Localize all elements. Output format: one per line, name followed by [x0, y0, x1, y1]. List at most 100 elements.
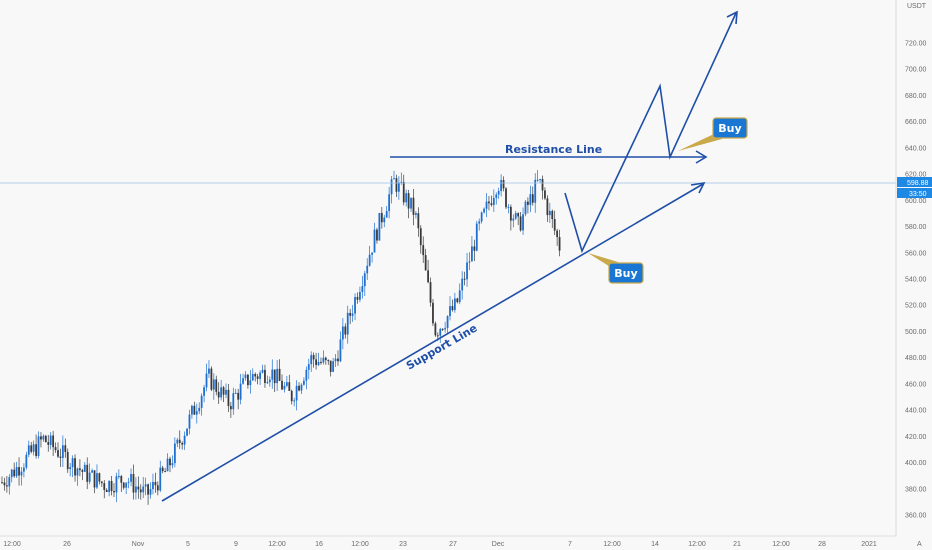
candle	[293, 397, 296, 407]
candle	[1, 476, 3, 484]
candle	[125, 482, 128, 495]
candle	[161, 465, 164, 474]
x-tick-label: 12:00	[268, 541, 286, 548]
candle	[410, 197, 412, 212]
x-tick-label: 23	[399, 541, 407, 548]
candle	[354, 293, 356, 321]
candle	[249, 370, 252, 394]
candle	[536, 170, 539, 182]
x-tick-label: 27	[449, 541, 457, 548]
time-axis[interactable]: 12:00 26 Nov 5 9 12:00 16 12:00 23 27 Dec 7 12:00 14 1…	[0, 535, 932, 550]
x-tick-label: 16	[315, 541, 323, 548]
candle	[52, 430, 55, 456]
candle	[91, 468, 93, 473]
candle	[154, 472, 157, 493]
price-axis[interactable]: USDT 360.00 380.00 400.00 420.00 440.00 460.0…	[895, 0, 932, 536]
candle	[471, 236, 473, 262]
candle	[344, 323, 347, 339]
candle	[188, 409, 191, 435]
candle	[178, 430, 181, 449]
candle	[534, 173, 537, 213]
candle	[220, 379, 223, 401]
candle	[266, 375, 269, 385]
candle	[35, 434, 37, 459]
x-tick-label: 12:00	[772, 541, 790, 548]
candle	[176, 437, 179, 448]
candle	[122, 481, 125, 490]
candle	[417, 207, 420, 237]
candle	[276, 359, 279, 392]
candle	[497, 187, 500, 200]
candle	[439, 327, 442, 343]
candle	[98, 472, 101, 485]
candle	[200, 393, 203, 416]
buy-callout-resistance[interactable]: Buy	[678, 117, 748, 151]
candle	[434, 321, 437, 337]
candle	[264, 364, 266, 388]
candle	[215, 375, 218, 396]
candle	[524, 199, 527, 217]
candle	[332, 357, 335, 373]
candle	[473, 239, 476, 261]
candle	[203, 384, 205, 403]
candle	[239, 373, 242, 405]
candle	[142, 476, 145, 499]
candle	[517, 212, 520, 226]
candle	[458, 283, 461, 305]
x-tick-label: 9	[234, 541, 238, 548]
candle	[10, 468, 13, 483]
candle	[195, 403, 198, 424]
x-tick-label: Nov	[132, 541, 145, 548]
candle	[432, 298, 434, 326]
candle	[444, 321, 447, 333]
candle	[247, 374, 249, 389]
x-tick-label: 12:00	[603, 541, 621, 548]
candle	[422, 236, 425, 263]
auto-scale-icon[interactable]: A	[917, 541, 922, 548]
candle	[441, 328, 444, 331]
candle	[295, 380, 298, 411]
candle	[256, 373, 259, 385]
candle	[3, 477, 6, 491]
candle	[495, 192, 498, 205]
candle	[169, 456, 171, 473]
candle	[181, 441, 184, 450]
candle	[222, 385, 225, 403]
candle	[135, 477, 137, 500]
candle	[361, 275, 364, 299]
candle	[315, 352, 317, 370]
candle	[285, 375, 288, 388]
candle	[205, 363, 208, 392]
candle	[64, 438, 67, 458]
x-tick-label: 12:00	[688, 541, 706, 548]
candle	[546, 195, 549, 222]
candle	[288, 374, 291, 392]
candle	[83, 462, 86, 473]
candle	[225, 383, 227, 399]
candle	[139, 484, 142, 500]
candle	[113, 483, 115, 498]
candle	[449, 296, 451, 321]
candle	[427, 259, 429, 284]
y-tick-label: 660.00	[905, 119, 927, 126]
candle	[96, 464, 98, 490]
candle	[47, 434, 50, 452]
candle	[229, 401, 232, 418]
y-tick-label: 400.00	[905, 460, 927, 467]
buy-callout-support[interactable]: Buy	[588, 253, 644, 284]
candle	[144, 477, 147, 496]
candle	[71, 455, 74, 478]
candle	[337, 350, 339, 366]
candle	[461, 271, 464, 300]
candle	[310, 351, 313, 372]
candle	[507, 204, 510, 214]
candle	[429, 277, 432, 307]
candle	[273, 369, 276, 392]
x-tick-label: 12:00	[3, 541, 21, 548]
candle	[186, 428, 188, 437]
y-tick-label: 440.00	[905, 408, 927, 415]
candle	[278, 359, 281, 382]
candle	[317, 352, 320, 367]
candle	[478, 218, 481, 231]
